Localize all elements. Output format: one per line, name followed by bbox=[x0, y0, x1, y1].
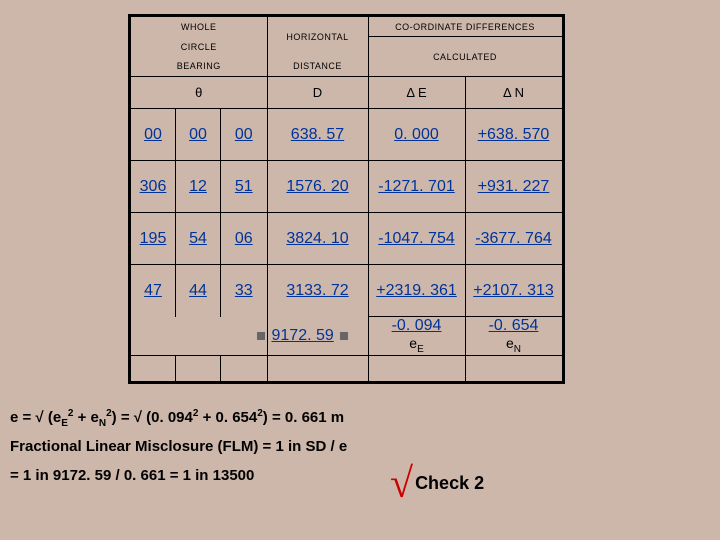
cell: 00 bbox=[235, 126, 253, 143]
cell: 33 bbox=[235, 282, 253, 299]
hdr-circle: CIRCLE bbox=[131, 37, 268, 57]
cell: 306 bbox=[140, 178, 167, 195]
hdr-D: D bbox=[267, 77, 368, 109]
cell: 51 bbox=[235, 178, 253, 195]
formula-line-3: = 1 in 9172. 59 / 0. 661 = 1 in 13500 bbox=[10, 462, 347, 491]
formula-line-2: Fractional Linear Misclosure (FLM) = 1 i… bbox=[10, 433, 347, 462]
formula-line-1: e = √ (eE2 + eN2) = √ (0. 0942 + 0. 6542… bbox=[10, 404, 347, 433]
hdr-dE: Δ E bbox=[368, 77, 465, 109]
cell: 12 bbox=[189, 178, 207, 195]
check-label: √Check 2 bbox=[390, 460, 484, 508]
table-row: 47 44 33 3133. 72 +2319. 361 +2107. 313 bbox=[131, 265, 563, 317]
eN-cell: -0. 654eN bbox=[465, 317, 562, 356]
cell: 638. 57 bbox=[291, 126, 344, 143]
hdr-dN: Δ N bbox=[465, 77, 562, 109]
cell: -1047. 754 bbox=[378, 230, 455, 247]
hdr-distance: DISTANCE bbox=[267, 57, 368, 77]
sum-D: 9172. 59 bbox=[272, 327, 334, 344]
hdr-theta: θ bbox=[131, 77, 268, 109]
cell: 54 bbox=[189, 230, 207, 247]
cell: 1576. 20 bbox=[286, 178, 348, 195]
check-icon: √ bbox=[390, 461, 413, 507]
eE-cell: -0. 094eE bbox=[368, 317, 465, 356]
survey-table: WHOLE HORIZONTAL CO-ORDINATE DIFFERENCES… bbox=[128, 14, 565, 384]
cell: -1271. 701 bbox=[378, 178, 455, 195]
totals-row: 9172. 59 -0. 094eE -0. 654eN bbox=[131, 317, 563, 356]
hdr-bearing: BEARING bbox=[131, 57, 268, 77]
cell: 06 bbox=[235, 230, 253, 247]
table-row: 195 54 06 3824. 10 -1047. 754 -3677. 764 bbox=[131, 213, 563, 265]
marker-icon bbox=[340, 332, 348, 340]
cell: 0. 000 bbox=[394, 126, 438, 143]
cell: -3677. 764 bbox=[475, 230, 552, 247]
cell: 00 bbox=[144, 126, 162, 143]
marker-icon bbox=[257, 332, 265, 340]
table-row: 00 00 00 638. 57 0. 000 +638. 570 bbox=[131, 109, 563, 161]
hdr-whole: WHOLE bbox=[131, 17, 268, 37]
empty-row bbox=[131, 355, 563, 381]
cell: 47 bbox=[144, 282, 162, 299]
hdr-coord: CO-ORDINATE DIFFERENCES bbox=[368, 17, 562, 37]
cell: 3133. 72 bbox=[286, 282, 348, 299]
cell: +638. 570 bbox=[478, 126, 550, 143]
hdr-calculated: CALCULATED bbox=[368, 37, 562, 77]
cell: 00 bbox=[189, 126, 207, 143]
cell: +931. 227 bbox=[478, 178, 550, 195]
hdr-horizontal: HORIZONTAL bbox=[267, 17, 368, 57]
cell: +2107. 313 bbox=[473, 282, 554, 299]
cell: 195 bbox=[140, 230, 167, 247]
cell: 3824. 10 bbox=[286, 230, 348, 247]
table-row: 306 12 51 1576. 20 -1271. 701 +931. 227 bbox=[131, 161, 563, 213]
cell: +2319. 361 bbox=[376, 282, 457, 299]
cell: 44 bbox=[189, 282, 207, 299]
formula-block: e = √ (eE2 + eN2) = √ (0. 0942 + 0. 6542… bbox=[10, 404, 347, 490]
